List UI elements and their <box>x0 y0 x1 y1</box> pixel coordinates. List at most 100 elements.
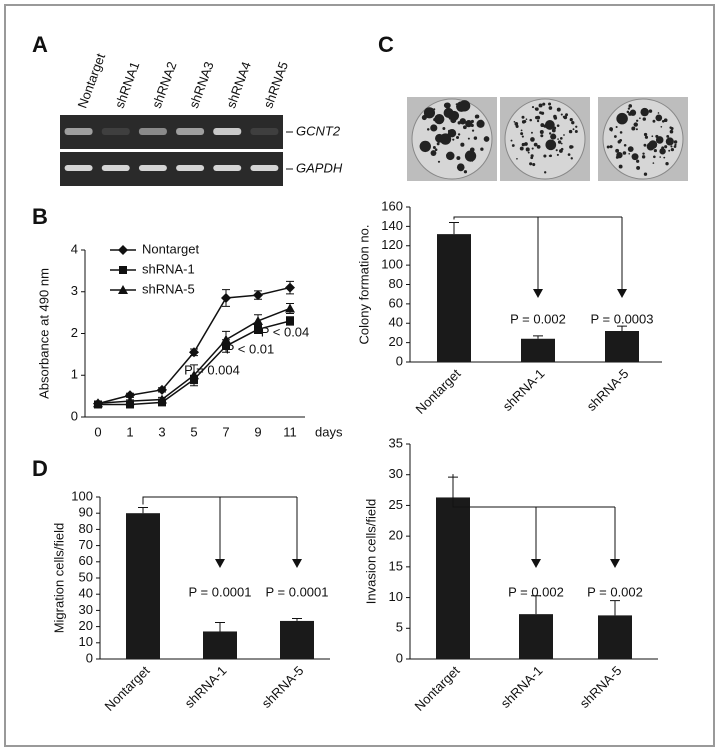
panel-label: C <box>378 32 394 57</box>
colony <box>536 145 541 149</box>
lane-label: shRNA5 <box>260 60 291 111</box>
x-tick-label: shRNA-1 <box>498 663 546 711</box>
colony <box>421 115 427 121</box>
marker <box>285 303 295 313</box>
gel-strip <box>60 152 283 186</box>
colony <box>531 147 534 150</box>
colony <box>542 102 546 106</box>
y-axis-label: Invasion cells/field <box>363 499 378 605</box>
y-tick-label: 140 <box>381 218 403 233</box>
gel-band <box>101 128 130 135</box>
colony <box>520 129 523 132</box>
colony <box>565 113 569 117</box>
gel-band <box>64 128 93 135</box>
y-tick-label: 0 <box>71 408 78 423</box>
y-tick-label: 20 <box>79 618 93 633</box>
colony <box>510 139 513 142</box>
colony <box>609 145 613 149</box>
colony <box>666 134 670 138</box>
gel-band <box>213 165 242 171</box>
colony <box>670 126 674 131</box>
colony <box>563 134 565 136</box>
bar <box>605 331 639 362</box>
y-tick-label: 35 <box>389 435 403 450</box>
bar <box>280 620 314 659</box>
colony <box>511 144 515 147</box>
colony <box>529 118 532 122</box>
colony <box>473 136 478 140</box>
colony <box>556 124 560 127</box>
marker <box>254 325 262 334</box>
colony <box>619 131 623 134</box>
colony <box>618 164 623 169</box>
colony <box>665 137 674 146</box>
lane-label: shRNA2 <box>149 60 180 111</box>
colony <box>655 136 664 144</box>
x-tick-label: 11 <box>283 424 297 439</box>
colony <box>642 117 646 121</box>
colony <box>575 125 578 128</box>
x-tick-label: 1 <box>126 424 133 439</box>
y-tick-label: 160 <box>381 198 403 213</box>
marker <box>157 384 167 395</box>
arrow-head <box>531 559 541 568</box>
marker <box>286 316 294 325</box>
annotation: P = 0.0003 <box>590 311 653 326</box>
y-tick-label: 60 <box>389 295 403 310</box>
arrow-head <box>215 559 225 568</box>
colony <box>428 113 431 116</box>
colony <box>521 115 525 119</box>
frame <box>4 4 715 747</box>
colony <box>463 170 468 174</box>
lane-label: shRNA4 <box>223 60 254 111</box>
colony <box>623 143 627 147</box>
colony <box>663 156 666 159</box>
x-tick-label: shRNA-5 <box>584 366 632 414</box>
y-tick-label: 0 <box>396 650 403 665</box>
gene-label: GAPDH <box>296 160 343 175</box>
lane-label: Nontarget <box>75 51 109 110</box>
colony <box>532 162 536 167</box>
colony <box>557 140 562 144</box>
colony <box>442 127 446 130</box>
colony <box>628 112 632 116</box>
y-tick-label: 60 <box>79 553 93 568</box>
colony <box>519 146 524 151</box>
colony <box>430 150 437 156</box>
colony <box>548 144 551 148</box>
colony <box>530 137 535 142</box>
colony <box>548 106 553 110</box>
colony <box>533 142 538 147</box>
lane-label: shRNA1 <box>112 60 143 111</box>
x-tick-label: 0 <box>94 424 101 439</box>
marker <box>253 315 263 325</box>
y-tick-label: 20 <box>389 334 403 349</box>
colony <box>553 114 557 119</box>
colony <box>559 137 563 140</box>
x-tick-label: 3 <box>158 424 165 439</box>
colony <box>456 163 465 172</box>
y-tick-label: 2 <box>71 325 78 340</box>
colony <box>642 152 645 155</box>
x-tick-label: 9 <box>254 424 261 439</box>
colony <box>514 121 519 126</box>
colony <box>467 137 470 140</box>
y-tick-label: 15 <box>389 558 403 573</box>
arrow-head <box>533 289 543 298</box>
bar <box>203 631 237 659</box>
colony <box>525 118 528 121</box>
arrow-head <box>617 289 627 298</box>
colony <box>644 110 649 115</box>
colony <box>521 142 526 147</box>
x-axis-label: days <box>315 424 343 439</box>
legend-marker <box>119 266 127 274</box>
gel-band <box>101 165 130 171</box>
colony <box>430 124 438 132</box>
colony <box>569 145 573 149</box>
colony <box>673 145 677 148</box>
colony <box>571 121 575 125</box>
colony <box>670 145 673 148</box>
gel-band <box>250 128 279 135</box>
error-bar <box>449 222 459 235</box>
colony <box>655 114 663 122</box>
